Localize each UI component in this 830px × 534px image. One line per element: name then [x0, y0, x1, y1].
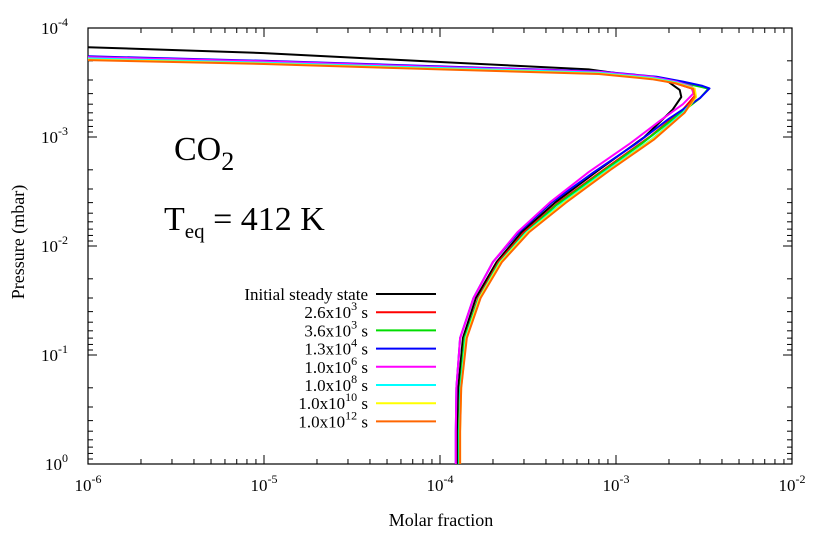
legend-label-5: 1.0x106 s [304, 354, 368, 377]
series-line-1 [87, 46, 683, 464]
temperature-annotation-base: T [164, 201, 185, 238]
legend-label-3: 3.6x103 s [304, 317, 368, 340]
legend-label-2: 2.6x103 s [304, 299, 368, 322]
species-annotation-sub: 2 [221, 147, 234, 176]
temperature-annotation-rest: = 412 K [205, 201, 326, 238]
plot-frame [87, 27, 793, 465]
series-line-8 [87, 59, 696, 464]
temperature-annotation: Teq = 412 K [164, 201, 325, 243]
x-axis-title: Molar fraction [389, 510, 493, 530]
ticks-group: 10-6 10-5 10-4 10-3 10-2 10-4 10-3 10-2 10-1 100 [41, 15, 806, 495]
y-tick-label: 10-4 [41, 15, 68, 38]
species-annotation: CO2 [174, 131, 234, 176]
species-annotation-base: CO [174, 131, 221, 168]
x-tick-label: 10-4 [427, 472, 454, 495]
y-tick-label: 100 [45, 451, 68, 474]
legend-label-7: 1.0x1010 s [298, 390, 368, 413]
x-tick-label: 10-5 [251, 472, 278, 495]
y-tick-label: 10-1 [41, 342, 68, 365]
y-tick-label: 10-2 [41, 233, 68, 256]
series-group [87, 46, 711, 464]
plot-frame-group [87, 27, 793, 465]
x-tick-label: 10-2 [779, 472, 806, 495]
legend-label-4: 1.3x104 s [304, 336, 368, 359]
x-tick-label: 10-3 [603, 472, 630, 495]
legend-label-8: 1.0x1012 s [298, 408, 368, 431]
x-tick-label: 10-6 [75, 472, 102, 495]
y-tick-label: 10-3 [41, 124, 68, 147]
y-axis-title: Pressure (mbar) [8, 185, 29, 299]
temperature-annotation-sub: eq [185, 219, 205, 243]
legend-label-1: Initial steady state [244, 285, 368, 304]
legend-label-6: 1.0x108 s [304, 372, 368, 395]
